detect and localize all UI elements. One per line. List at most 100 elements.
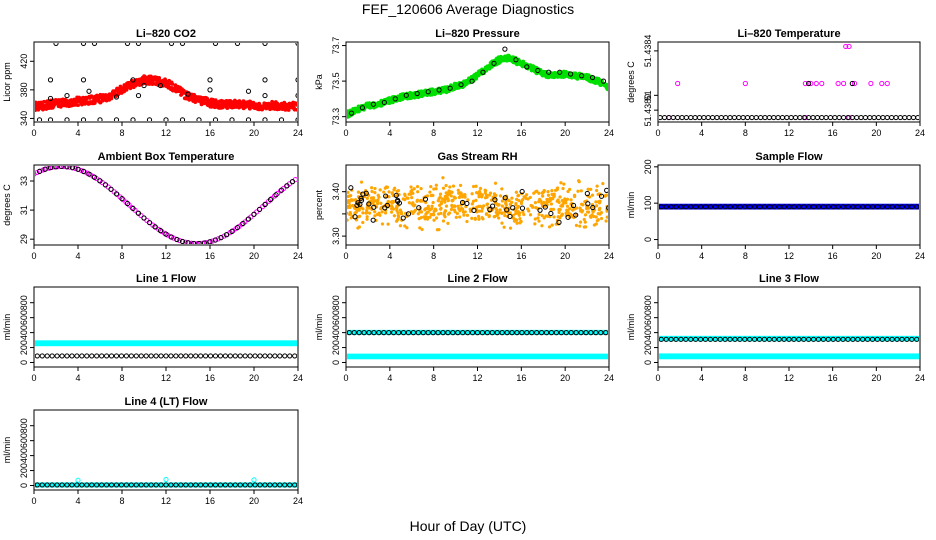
data-point [874,336,881,342]
data-point [262,353,268,359]
data-point [420,330,426,336]
data-points [347,46,608,119]
x-tick-label: 20 [560,128,570,138]
data-point [854,114,860,121]
data-point [514,330,520,336]
x-tick-label: 0 [31,373,36,383]
panel-title: Ambient Box Temperature [98,151,235,163]
data-point [242,353,248,359]
panel-title: Line 4 (LT) Flow [125,396,208,408]
data-point [441,219,446,223]
data-point [492,197,498,203]
data-point [600,78,607,84]
data-point [500,204,505,208]
data-point [388,101,392,105]
data-point [732,204,738,210]
data-point [422,196,429,202]
data-point [468,207,472,211]
x-tick-label: 16 [828,373,838,383]
data-point [448,185,452,189]
data-point [242,482,248,488]
data-point [174,236,180,243]
data-point [347,218,349,222]
data-point [365,196,370,201]
data-point [487,213,491,218]
data-point [668,204,674,210]
data-point [382,190,386,194]
data-point [537,191,541,195]
data-point [53,43,59,47]
data-point [666,114,672,121]
data-point [64,117,70,121]
data-point [909,336,915,342]
x-tick-label: 8 [431,251,436,261]
data-point [813,80,819,87]
data-point [425,89,431,95]
data-point [157,228,164,234]
data-point [452,195,456,199]
data-point [445,330,451,336]
data-point [577,179,581,183]
data-point [185,240,191,244]
data-point [510,205,516,211]
data-point [668,336,674,342]
data-point [391,330,397,336]
data-point [756,336,763,342]
data-point [347,330,352,336]
x-tick-label: 8 [119,251,124,261]
data-point [810,336,817,342]
data-point [732,336,738,342]
data-points [35,166,297,244]
data-point [590,193,595,197]
data-point [360,191,366,197]
data-point [775,114,781,121]
data-point [36,117,43,121]
data-point [572,193,577,197]
data-point [868,80,874,87]
y-tick-label: 800 [19,295,29,310]
data-point [476,214,481,219]
data-point [702,336,709,342]
data-point [484,330,490,336]
data-point [76,103,81,108]
data-point [395,206,399,210]
data-point [247,482,253,488]
data-point [556,219,562,225]
data-point [69,482,75,488]
data-point [251,477,257,483]
data-point [879,204,885,210]
data-point [378,213,382,217]
x-tick-label: 8 [119,128,124,138]
data-point [737,336,743,342]
data-point [474,330,481,336]
data-point [72,166,79,172]
data-point [130,117,136,121]
x-tick-label: 4 [75,373,80,383]
data-point [500,199,505,203]
data-point [524,64,530,70]
data-point [383,193,389,199]
data-point [458,183,463,188]
data-point [707,336,714,342]
data-point [168,43,175,47]
data-point [578,330,584,336]
data-point [550,188,554,193]
data-point [182,239,189,244]
data-point [583,220,587,224]
data-point [94,353,100,359]
data-point [212,43,219,47]
data-point [373,190,377,195]
data-point [267,353,273,359]
data-point [467,80,472,85]
data-point [69,166,76,171]
data-point [594,188,599,193]
data-point [232,353,238,359]
data-point [356,190,361,194]
y-tick-label: 0 [331,360,341,365]
x-tick-label: 4 [387,128,392,138]
data-point [196,117,202,121]
data-point [586,210,590,214]
x-tick-label: 20 [249,128,259,138]
data-point [584,190,590,197]
data-point [563,330,569,336]
